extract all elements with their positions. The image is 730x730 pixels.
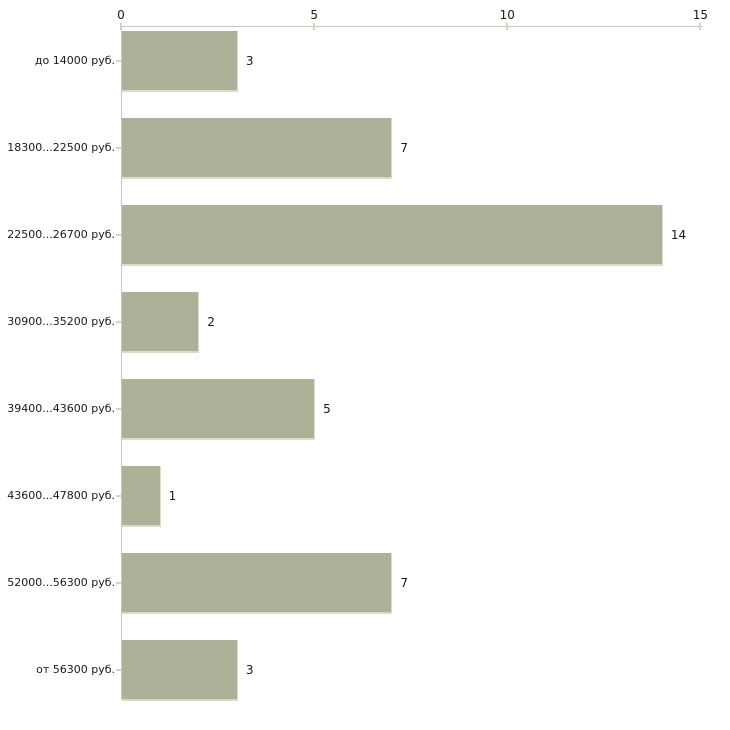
value-label: 7 (400, 576, 409, 590)
category-tick-mark (116, 582, 121, 584)
category-tick-mark (116, 234, 121, 236)
value-label: 14 (670, 228, 687, 242)
bar (122, 640, 238, 701)
x-axis-tick-label: 0 (117, 8, 125, 22)
x-axis-line (121, 26, 703, 27)
value-label: 3 (245, 54, 254, 68)
category-label: от 56300 руб. (36, 663, 115, 676)
value-label: 5 (323, 402, 331, 416)
category-label: 22500...26700 руб. (7, 228, 115, 241)
bar (122, 205, 663, 266)
bar (122, 379, 316, 440)
value-label: 1 (168, 489, 177, 503)
x-axis-tick-mark (506, 23, 509, 30)
category-label: 43600...47800 руб. (7, 489, 115, 502)
category-label: 30900...35200 руб. (7, 315, 115, 328)
category-tick-mark (116, 495, 121, 497)
category-tick-mark (116, 321, 121, 323)
category-tick-mark (116, 408, 121, 410)
y-axis-line (121, 26, 122, 700)
bar (122, 31, 238, 92)
x-axis-tick-label: 5 (310, 8, 318, 22)
value-label: 7 (400, 141, 409, 155)
category-tick-mark (116, 147, 121, 149)
category-label: 39400...43600 руб. (7, 402, 115, 415)
bar (122, 118, 393, 179)
bar (122, 466, 161, 527)
bar (122, 553, 393, 614)
x-axis-tick-label: 10 (499, 8, 515, 22)
value-label: 2 (207, 315, 215, 329)
category-label: 18300...22500 руб. (7, 141, 115, 154)
x-axis-tick-mark (699, 23, 702, 30)
category-label: 52000...56300 руб. (7, 576, 115, 589)
x-axis-tick-mark (313, 23, 316, 30)
category-tick-mark (116, 60, 121, 62)
category-tick-mark (116, 669, 121, 671)
value-label: 3 (245, 663, 254, 677)
x-axis-tick-label: 15 (692, 8, 709, 22)
bar (122, 292, 200, 353)
category-label: до 14000 руб. (34, 54, 115, 67)
x-axis-tick-mark (120, 23, 122, 30)
